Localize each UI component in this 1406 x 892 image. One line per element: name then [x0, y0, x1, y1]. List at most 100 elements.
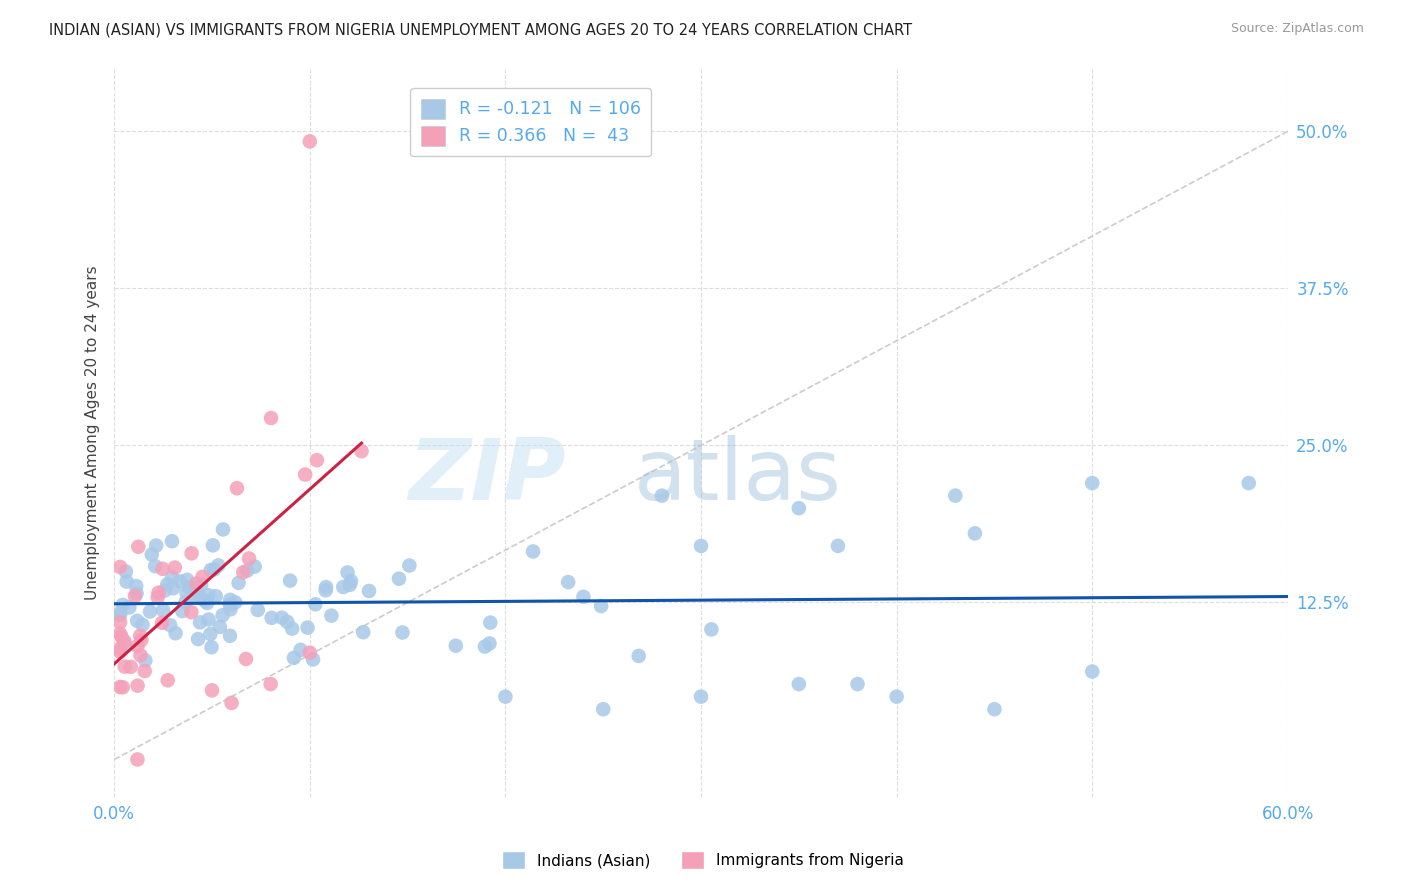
- Point: [298, 646, 321, 660]
- Point: [110, 630, 132, 644]
- Point: [115, 574, 138, 589]
- Point: [111, 598, 134, 612]
- Point: [134, 664, 156, 678]
- Point: [494, 690, 516, 704]
- Point: [125, 579, 148, 593]
- Point: [111, 680, 134, 694]
- Point: [224, 595, 246, 609]
- Point: [188, 615, 211, 630]
- Point: [127, 752, 149, 766]
- Point: [127, 679, 149, 693]
- Point: [191, 570, 214, 584]
- Point: [187, 632, 209, 646]
- Point: [193, 593, 215, 607]
- Point: [187, 591, 209, 605]
- Point: [174, 595, 197, 609]
- Point: [197, 613, 219, 627]
- Point: [260, 411, 283, 425]
- Point: [156, 673, 179, 688]
- Point: [219, 629, 242, 643]
- Point: [129, 629, 152, 643]
- Point: [176, 586, 198, 600]
- Point: [983, 702, 1005, 716]
- Point: [143, 559, 166, 574]
- Point: [592, 702, 614, 716]
- Point: [165, 626, 187, 640]
- Point: [129, 648, 152, 663]
- Point: [228, 575, 250, 590]
- Point: [700, 623, 723, 637]
- Point: [127, 639, 149, 653]
- Point: [114, 659, 136, 673]
- Point: [478, 636, 501, 650]
- Text: atlas: atlas: [634, 435, 842, 518]
- Point: [160, 534, 183, 549]
- Point: [557, 575, 579, 590]
- Point: [131, 633, 153, 648]
- Point: [246, 603, 269, 617]
- Point: [160, 571, 183, 585]
- Point: [180, 605, 202, 619]
- Point: [651, 489, 673, 503]
- Point: [108, 560, 131, 574]
- Point: [131, 617, 153, 632]
- Point: [162, 581, 184, 595]
- Point: [201, 538, 224, 552]
- Point: [294, 467, 316, 482]
- Point: [260, 611, 283, 625]
- Point: [1237, 476, 1260, 491]
- Point: [120, 660, 142, 674]
- Point: [108, 627, 131, 641]
- Point: [152, 603, 174, 617]
- Point: [315, 583, 337, 598]
- Point: [283, 651, 305, 665]
- Point: [152, 562, 174, 576]
- Point: [218, 598, 240, 612]
- Point: [281, 622, 304, 636]
- Point: [278, 574, 301, 588]
- Point: [352, 625, 374, 640]
- Point: [305, 453, 328, 467]
- Point: [226, 481, 249, 495]
- Point: [159, 618, 181, 632]
- Point: [108, 607, 131, 622]
- Point: [235, 652, 257, 666]
- Y-axis label: Unemployment Among Ages 20 to 24 years: Unemployment Among Ages 20 to 24 years: [86, 266, 100, 600]
- Point: [186, 576, 208, 591]
- Point: [479, 615, 502, 630]
- Point: [290, 643, 312, 657]
- Point: [388, 572, 411, 586]
- Text: INDIAN (ASIAN) VS IMMIGRANTS FROM NIGERIA UNEMPLOYMENT AMONG AGES 20 TO 24 YEARS: INDIAN (ASIAN) VS IMMIGRANTS FROM NIGERI…: [49, 22, 912, 37]
- Point: [197, 588, 219, 602]
- Point: [219, 602, 242, 616]
- Point: [398, 558, 420, 573]
- Point: [690, 690, 713, 704]
- Point: [963, 526, 986, 541]
- Point: [108, 615, 131, 630]
- Point: [176, 573, 198, 587]
- Point: [211, 608, 233, 623]
- Point: [627, 648, 650, 663]
- Point: [297, 621, 319, 635]
- Point: [200, 563, 222, 577]
- Point: [145, 539, 167, 553]
- Point: [125, 586, 148, 600]
- Point: [391, 625, 413, 640]
- Point: [522, 544, 544, 558]
- Point: [321, 608, 343, 623]
- Point: [207, 558, 229, 573]
- Point: [208, 620, 231, 634]
- Point: [350, 444, 373, 458]
- Point: [124, 589, 146, 603]
- Point: [108, 645, 131, 659]
- Point: [108, 606, 131, 620]
- Point: [444, 639, 467, 653]
- Point: [153, 583, 176, 598]
- Point: [690, 539, 713, 553]
- Point: [141, 548, 163, 562]
- Point: [591, 599, 613, 613]
- Point: [179, 581, 201, 595]
- Point: [260, 677, 283, 691]
- Point: [336, 566, 359, 580]
- Point: [172, 604, 194, 618]
